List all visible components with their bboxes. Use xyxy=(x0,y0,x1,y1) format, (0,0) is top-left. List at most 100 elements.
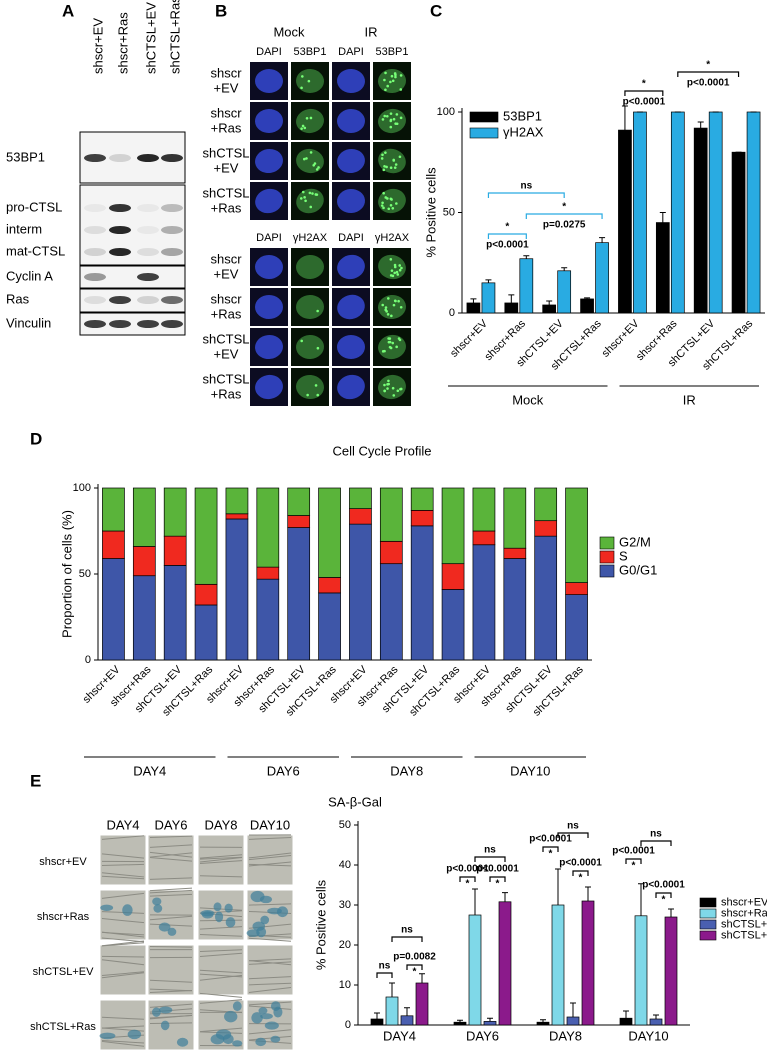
legend-label: G0/G1 xyxy=(619,562,657,577)
focus xyxy=(383,383,386,387)
focus xyxy=(389,118,393,122)
texture xyxy=(199,857,243,863)
row-label: shscr+Ras xyxy=(37,911,90,923)
texture xyxy=(149,877,193,880)
bar-segment xyxy=(225,518,249,661)
band xyxy=(109,226,131,234)
texture xyxy=(101,875,145,880)
texture xyxy=(199,999,243,1004)
group-label: DAY4 xyxy=(133,763,166,778)
texture xyxy=(149,893,193,897)
bracket xyxy=(572,870,589,876)
blot-row-label: Vinculin xyxy=(6,315,51,330)
blot-box xyxy=(79,288,186,313)
focus xyxy=(399,74,403,77)
focus xyxy=(383,164,386,168)
texture xyxy=(248,1001,292,1006)
error-bar xyxy=(623,1010,629,1019)
focus xyxy=(384,196,388,199)
focus xyxy=(309,205,313,209)
panel-letter: A xyxy=(62,1,74,20)
focus xyxy=(392,394,396,397)
nucleus xyxy=(296,148,324,174)
y-tick-label: 40 xyxy=(339,859,351,871)
bar-segment xyxy=(225,513,249,520)
error-bar xyxy=(668,908,674,917)
significance: ns xyxy=(484,845,496,856)
texture xyxy=(199,949,243,952)
p-value: p<0.0001 xyxy=(446,864,489,875)
focus xyxy=(384,306,388,309)
focus xyxy=(385,165,388,169)
focus xyxy=(381,153,384,157)
band xyxy=(161,320,183,328)
focus xyxy=(312,163,316,167)
bar xyxy=(655,222,670,314)
texture xyxy=(248,854,292,861)
error-bar xyxy=(487,1017,493,1022)
stain-label: 53BP1 xyxy=(293,46,326,58)
texture xyxy=(199,875,243,878)
focus xyxy=(380,157,384,160)
texture xyxy=(248,836,292,840)
focus xyxy=(395,202,398,205)
focus xyxy=(395,270,399,274)
panel-letter: B xyxy=(215,1,227,20)
texture xyxy=(149,923,193,927)
bar xyxy=(746,111,761,314)
band xyxy=(137,273,159,281)
texture xyxy=(101,1039,145,1044)
stain xyxy=(260,915,270,925)
texture xyxy=(149,856,193,862)
focus xyxy=(300,127,303,130)
band xyxy=(137,296,159,304)
bar-segment xyxy=(379,487,403,542)
bar-segment xyxy=(349,487,372,509)
bar xyxy=(595,242,609,314)
row-label: shscr xyxy=(210,105,242,120)
band xyxy=(161,204,183,212)
focus xyxy=(399,116,403,120)
band xyxy=(84,154,106,162)
row-label: +EV xyxy=(214,346,239,361)
bar xyxy=(664,916,678,1026)
bar-segment xyxy=(534,535,558,661)
focus xyxy=(394,75,397,79)
error-bar xyxy=(546,300,553,305)
focus xyxy=(392,303,396,307)
error-bar xyxy=(419,973,425,983)
bar-segment xyxy=(379,563,403,661)
bar xyxy=(619,1017,633,1026)
bar-segment xyxy=(410,525,434,661)
band xyxy=(84,320,106,328)
legend-swatch xyxy=(599,536,615,550)
focus xyxy=(398,268,402,272)
band xyxy=(84,296,106,304)
stain xyxy=(210,1034,225,1045)
focus xyxy=(397,337,401,340)
legend-swatch xyxy=(699,897,717,908)
bar-segment xyxy=(194,583,218,606)
texture xyxy=(101,940,145,947)
texture xyxy=(199,907,243,911)
p-value: p<0.0001 xyxy=(623,97,666,108)
focus xyxy=(317,166,320,169)
focus xyxy=(389,258,393,261)
legend-swatch xyxy=(699,919,717,930)
texture xyxy=(101,931,145,936)
row-label: shscr xyxy=(210,291,242,306)
row-label: shscr+EV xyxy=(39,856,87,868)
group-label: DAY8 xyxy=(390,763,423,778)
y-tick-label: 0 xyxy=(449,307,455,319)
bar-segment xyxy=(287,515,311,528)
bracket xyxy=(677,71,740,77)
stain xyxy=(122,904,133,916)
focus xyxy=(393,166,397,169)
significance: ns xyxy=(650,829,662,840)
band xyxy=(161,248,183,256)
nucleus xyxy=(337,254,365,280)
significance: * xyxy=(632,861,636,872)
bar xyxy=(649,1018,663,1026)
band xyxy=(84,204,106,212)
error-bar xyxy=(540,1019,546,1023)
